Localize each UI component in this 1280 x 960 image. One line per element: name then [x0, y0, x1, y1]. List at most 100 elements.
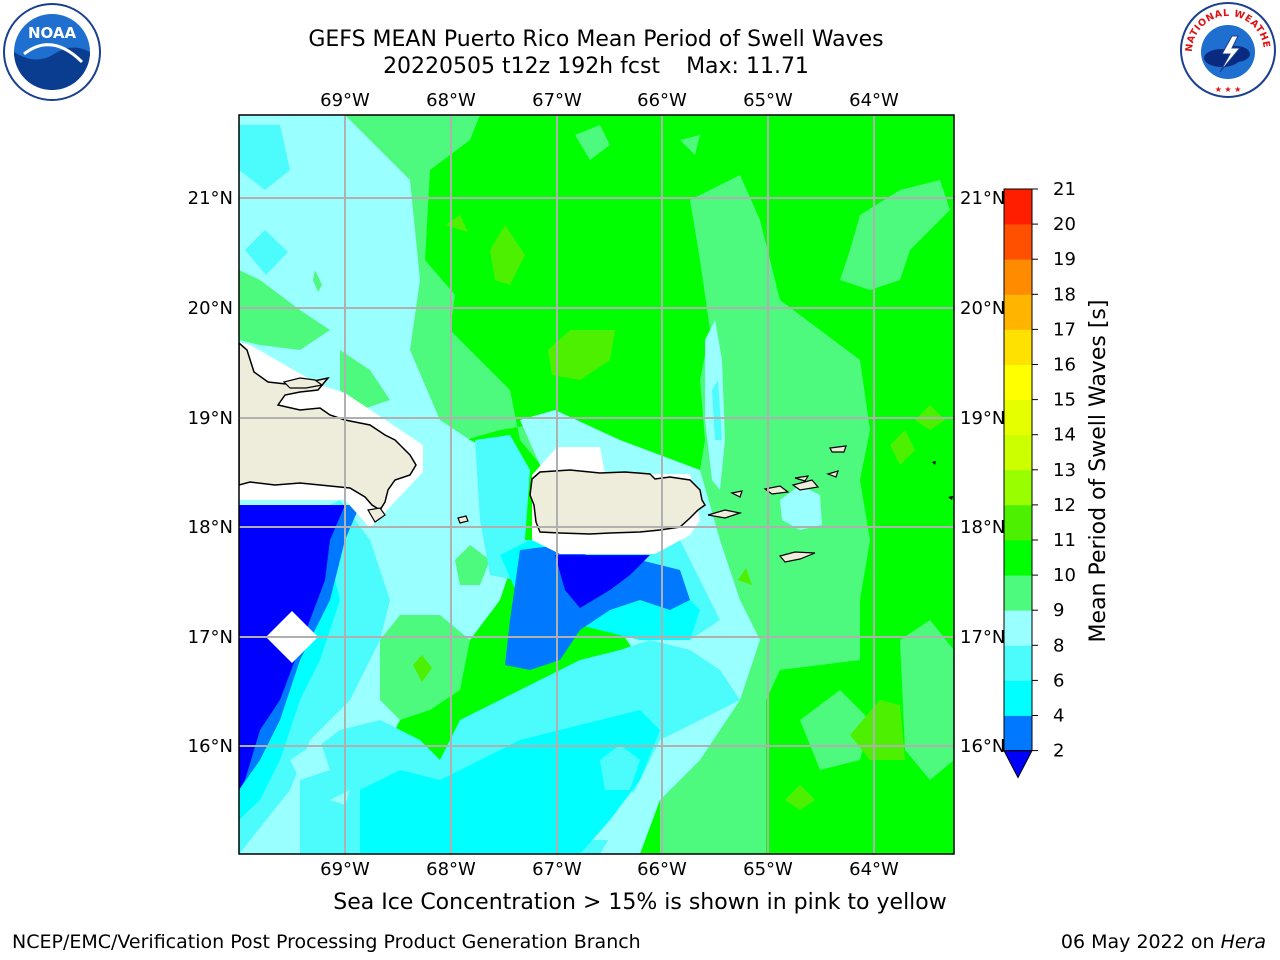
colorbar-label: Mean Period of Swell Waves [s]: [1086, 300, 1111, 643]
colorbar-segment: [1004, 189, 1032, 225]
colorbar-tick-label: 14: [1053, 425, 1076, 446]
colorbar-tick-label: 15: [1053, 390, 1076, 411]
contour-9-10: [575, 125, 610, 160]
tortuga-island: [282, 377, 324, 389]
colorbar-tick-label: 21: [1053, 179, 1076, 200]
credit-text: NCEP/EMC/Verification Post Processing Pr…: [12, 931, 641, 953]
contour-9-10: [239, 270, 330, 350]
contour-11-12: [890, 430, 915, 465]
colorbar-segment: [1004, 680, 1032, 716]
lon-label: 66°W: [637, 90, 687, 111]
lon-label: 68°W: [426, 90, 476, 111]
lat-label: 20°N: [960, 298, 1005, 319]
contour-8-9: [290, 740, 330, 780]
contour-6-8: [600, 745, 640, 790]
anegada-island: [829, 445, 847, 453]
colorbar-tick-label: 12: [1053, 495, 1076, 516]
contour-9-10: [840, 180, 950, 290]
contour-below-2: [555, 555, 650, 608]
hispaniola-land: [239, 342, 417, 512]
colorbar-segment: [1004, 294, 1032, 330]
colorbar-tick-label: 4: [1053, 706, 1064, 727]
lon-label: 68°W: [426, 859, 476, 880]
lat-labels-left: 21°N 20°N 19°N 18°N 17°N 16°N: [188, 188, 233, 757]
tortola-island: [794, 475, 810, 482]
machine-name: Hera: [1220, 931, 1266, 953]
svg-text:NOAA: NOAA: [28, 24, 77, 42]
virgin-gorda-island: [826, 470, 839, 478]
contour-9-10: [313, 270, 322, 292]
colorbar-segment: [1004, 364, 1032, 400]
colorbar-segment: [1004, 259, 1032, 295]
generation-date: 06 May 2022 on Hera: [1061, 931, 1266, 953]
colorbar-extend-arrow: [1003, 750, 1033, 779]
contour-9-10: [700, 440, 860, 580]
lon-label: 64°W: [849, 90, 899, 111]
contour-9-10: [680, 135, 700, 155]
st-croix-island: [778, 551, 816, 563]
lon-label: 67°W: [532, 859, 582, 880]
colorbar-segment: [1004, 469, 1032, 506]
contour-11-12: [413, 655, 432, 682]
lat-label: 17°N: [960, 627, 1005, 648]
lon-label: 67°W: [532, 90, 582, 111]
lat-labels-right: 21°N 20°N 19°N 18°N 17°N 16°N: [960, 188, 1005, 757]
sea-ice-note: Sea Ice Concentration > 15% is shown in …: [333, 890, 947, 915]
colorbar-segment: [1004, 575, 1032, 611]
contour-11-12: [738, 568, 752, 585]
colorbar-tick-label: 18: [1053, 284, 1076, 305]
lat-label: 19°N: [188, 408, 233, 429]
contour-9-10: [340, 350, 390, 410]
colorbar-tick-label: 8: [1053, 635, 1064, 656]
chart-title: GEFS MEAN Puerto Rico Mean Period of Swe…: [308, 27, 884, 52]
map-frame: [238, 114, 955, 855]
colorbar-segment: [1004, 610, 1032, 646]
colorbar-tick-label: 16: [1053, 355, 1076, 376]
chart-subtitle: 20220505 t12z 192h fcst Max: 11.71: [0, 54, 1192, 80]
colorbar-tick-label: 11: [1053, 530, 1076, 551]
lat-label: 21°N: [960, 188, 1005, 209]
contour-9-10: [800, 690, 870, 770]
lon-label: 69°W: [320, 90, 370, 111]
contour-8-9: [780, 485, 822, 530]
forecast-run: 20220505 t12z 192h fcst: [383, 54, 661, 79]
colorbar: 2 4 6 8 9 10 11 12 13 14 15 16 17 18 19 20 21: [1003, 179, 1076, 779]
colorbar-segment: [1004, 329, 1032, 365]
noaa-logo: NOAA: [3, 3, 101, 101]
st-thomas-island: [763, 485, 790, 495]
lon-label: 65°W: [743, 859, 793, 880]
date-text: 06 May 2022 on: [1060, 931, 1221, 953]
colorbar-segment: [1004, 540, 1032, 576]
contour-6-8: [245, 230, 288, 275]
nws-logo: NATIONAL WEATHER SERVICE ★ ★ ★: [1178, 0, 1276, 98]
lat-label: 18°N: [960, 517, 1005, 538]
max-value: Max: 11.71: [686, 54, 809, 79]
mona-island: [457, 515, 469, 524]
swell-period-field: [239, 115, 954, 854]
contour-9-10: [900, 620, 954, 780]
vieques-island: [707, 509, 743, 519]
contour-6-8: [475, 435, 530, 580]
colorbar-tick-label: 9: [1053, 600, 1064, 621]
contour-11-12: [785, 785, 815, 810]
colorbar-tick-label: 20: [1053, 214, 1076, 235]
colorbar-tick-label: 6: [1053, 670, 1064, 691]
lat-label: 21°N: [188, 188, 233, 209]
saona-island: [367, 507, 386, 523]
colorbar-tick-label: 2: [1053, 741, 1064, 762]
colorbar-tick-label: 17: [1053, 319, 1076, 340]
lat-label: 17°N: [188, 627, 233, 648]
lat-label: 18°N: [188, 517, 233, 538]
svg-text:★ ★ ★: ★ ★ ★: [1215, 85, 1242, 94]
contour-11-12: [490, 225, 525, 285]
colorbar-tick-label: 10: [1053, 565, 1076, 586]
contour-6-8: [712, 380, 722, 440]
st-john-island: [791, 479, 820, 491]
small-island: [932, 461, 936, 465]
colorbar-segment: [1004, 504, 1032, 541]
small-island: [948, 496, 953, 500]
contour-6-8: [239, 125, 290, 190]
gridlines: [239, 115, 954, 854]
contour-11-12: [548, 330, 615, 380]
lat-label: 16°N: [188, 736, 233, 757]
